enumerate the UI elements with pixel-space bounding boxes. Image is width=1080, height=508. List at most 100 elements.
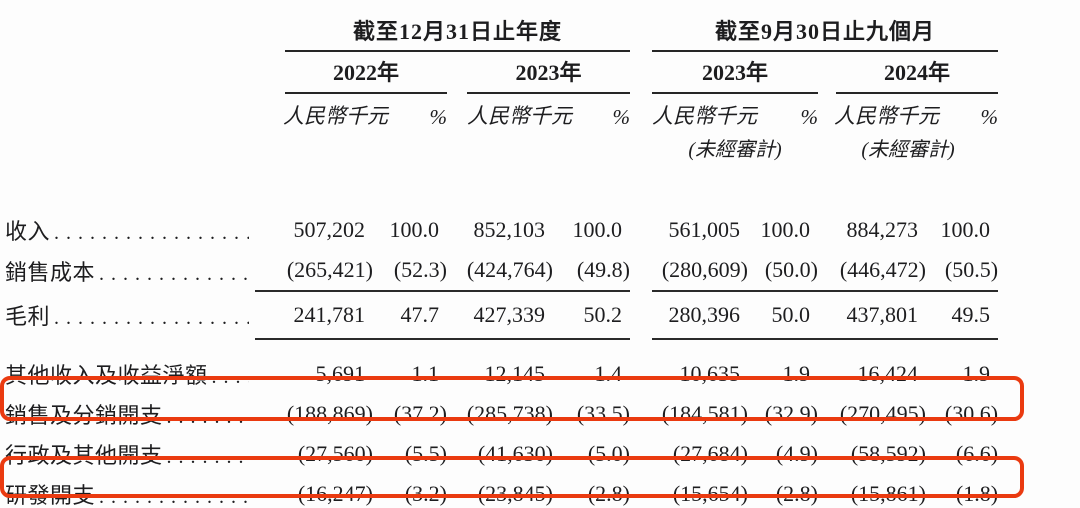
- cell-value: (2.8): [775, 481, 819, 506]
- column-gap: [630, 474, 652, 508]
- table-row-revenue: 收入 507,202 100.0 852,103 100.0 561,005 1…: [5, 210, 998, 250]
- cell-value: (184,581): [661, 401, 749, 426]
- cell-value: (23,845): [477, 481, 553, 506]
- unaudited-label-9m2024: (未經審計): [861, 139, 955, 161]
- units-label: 人民幣千元: [467, 104, 572, 128]
- row-label: 銷售成本: [5, 259, 96, 285]
- dot-leader: [99, 260, 249, 286]
- percent-label: %: [980, 105, 999, 129]
- cell-value: (58,592): [850, 441, 927, 466]
- column-gap: [630, 14, 652, 52]
- column-gap: [630, 210, 652, 250]
- cell-value: (50.0): [748, 250, 819, 292]
- row-label: 毛利: [5, 304, 51, 329]
- cell-value: 507,202: [293, 217, 366, 242]
- row-label: 其他收入及收益淨額: [5, 363, 208, 388]
- row-label: 銷售及分銷開支: [5, 403, 163, 428]
- cell-value: (2.8): [587, 481, 631, 506]
- units-label: 人民幣千元: [652, 104, 758, 128]
- cell-value: (270,495): [839, 401, 927, 426]
- cell-value: 100.0: [940, 217, 991, 242]
- year-header-2023: 2023年: [467, 55, 631, 94]
- label-column-spacer: [5, 133, 255, 162]
- unaudited-row: (未經審計) (未經審計): [5, 133, 998, 162]
- unaudited-label-9m2023: (未經審計): [688, 139, 782, 161]
- year-header-2023-cell: 2023年: [447, 52, 631, 94]
- dot-leader: [212, 363, 249, 389]
- cell-value: 1.9: [962, 361, 991, 386]
- cell-value: 437,801: [818, 291, 927, 340]
- period-header-nine-months: 截至9月30日止九個月: [652, 14, 999, 52]
- empty-cell: [255, 133, 630, 162]
- cell-value: (5.0): [587, 441, 631, 466]
- cell-value: (1.8): [955, 481, 999, 506]
- cell-value: 50.2: [553, 291, 631, 340]
- year-header-9m2023: 2023年: [652, 55, 819, 94]
- cell-value: (424,764): [447, 250, 553, 292]
- cell-value: 47.7: [373, 291, 447, 340]
- cell-value: 884,273: [846, 217, 919, 242]
- cell-value: 100.0: [572, 217, 623, 242]
- dot-leader: [54, 219, 249, 245]
- cell-value: (33.5): [576, 401, 631, 426]
- column-gap: [630, 291, 652, 339]
- percent-label: %: [612, 105, 631, 129]
- dot-leader: [167, 443, 249, 469]
- cell-value: (37.2): [393, 401, 447, 426]
- spacer-row: [5, 162, 998, 210]
- table-row-selling-distribution-expenses: 銷售及分銷開支 (188,869) (37.2) (285,738) (33.5…: [5, 394, 998, 434]
- cell-value: (265,421): [255, 250, 373, 292]
- income-statement-table: 截至12月31日止年度 截至9月30日止九個月 2022年 2023年 2023…: [5, 14, 999, 508]
- cell-value: (50.5): [926, 250, 999, 292]
- cell-value: 100.0: [760, 217, 811, 242]
- column-gap: [630, 52, 652, 94]
- column-gap: [630, 94, 652, 133]
- period-header-row: 截至12月31日止年度 截至9月30日止九個月: [5, 14, 999, 52]
- cell-value: 50.0: [748, 291, 819, 340]
- cell-value: (52.3): [373, 250, 447, 292]
- row-label: 研發開支: [5, 483, 96, 508]
- cell-value: (41,630): [477, 441, 553, 466]
- cell-value: 5,691: [315, 361, 366, 386]
- label-column-spacer: [5, 14, 255, 52]
- period-header-nine-months-cell: 截至9月30日止九個月: [652, 14, 999, 52]
- period-header-annual: 截至12月31日止年度: [285, 14, 631, 52]
- cell-value: (280,609): [652, 250, 749, 292]
- percent-label: %: [429, 105, 448, 129]
- table-row-admin-other-expenses: 行政及其他開支 (27,560) (5.5) (41,630) (5.0) (2…: [5, 434, 998, 474]
- units-label: 人民幣千元: [283, 104, 388, 128]
- percent-label: %: [800, 105, 819, 129]
- column-gap: [630, 394, 652, 434]
- cell-value: 280,396: [652, 291, 749, 340]
- column-gap: [630, 354, 652, 394]
- table-row-other-income: 其他收入及收益淨額 5,691 1.1 12,145 1.4 10,635 1.…: [5, 354, 998, 394]
- cell-value: 1.1: [411, 361, 440, 386]
- year-header-2022-cell: 2022年: [255, 52, 447, 94]
- table-row-gross-profit: 毛利 241,781 47.7 427,339 50.2 280,396 50.…: [5, 291, 999, 340]
- cell-value: (16,247): [297, 481, 373, 506]
- column-gap: [630, 250, 652, 291]
- label-column-spacer: [5, 94, 255, 133]
- cell-value: (15,654): [672, 481, 749, 506]
- units-header-row: 人民幣千元 % 人民幣千元 % 人民幣千元 % 人民幣千元 %: [5, 94, 998, 133]
- period-header-annual-cell: 截至12月31日止年度: [255, 14, 631, 52]
- cell-value: 12,145: [484, 361, 546, 386]
- year-header-row: 2022年 2023年 2023年 2024年: [5, 52, 999, 94]
- spacer-row: [5, 339, 998, 354]
- row-label: 收入: [5, 219, 51, 244]
- table-row-rnd-expenses: 研發開支 (16,247) (3.2) (23,845) (2.8) (15,6…: [5, 474, 998, 508]
- cell-value: (32.9): [764, 401, 819, 426]
- cell-value: 241,781: [255, 291, 373, 340]
- cell-value: (30.6): [944, 401, 999, 426]
- cell-value: (15,861): [850, 481, 927, 506]
- units-label: 人民幣千元: [834, 104, 940, 128]
- cell-value: (5.5): [404, 441, 447, 466]
- cell-value: 561,005: [668, 217, 741, 242]
- table-row-cost-of-sales: 銷售成本 (265,421) (52.3) (424,764) (49.8) (…: [5, 250, 999, 292]
- column-gap: [630, 133, 652, 162]
- cell-value: (27,560): [297, 441, 373, 466]
- cell-value: 427,339: [447, 291, 553, 340]
- cell-value: 10,635: [679, 361, 741, 386]
- cell-value: 1.9: [782, 361, 811, 386]
- cell-value: 1.4: [594, 361, 623, 386]
